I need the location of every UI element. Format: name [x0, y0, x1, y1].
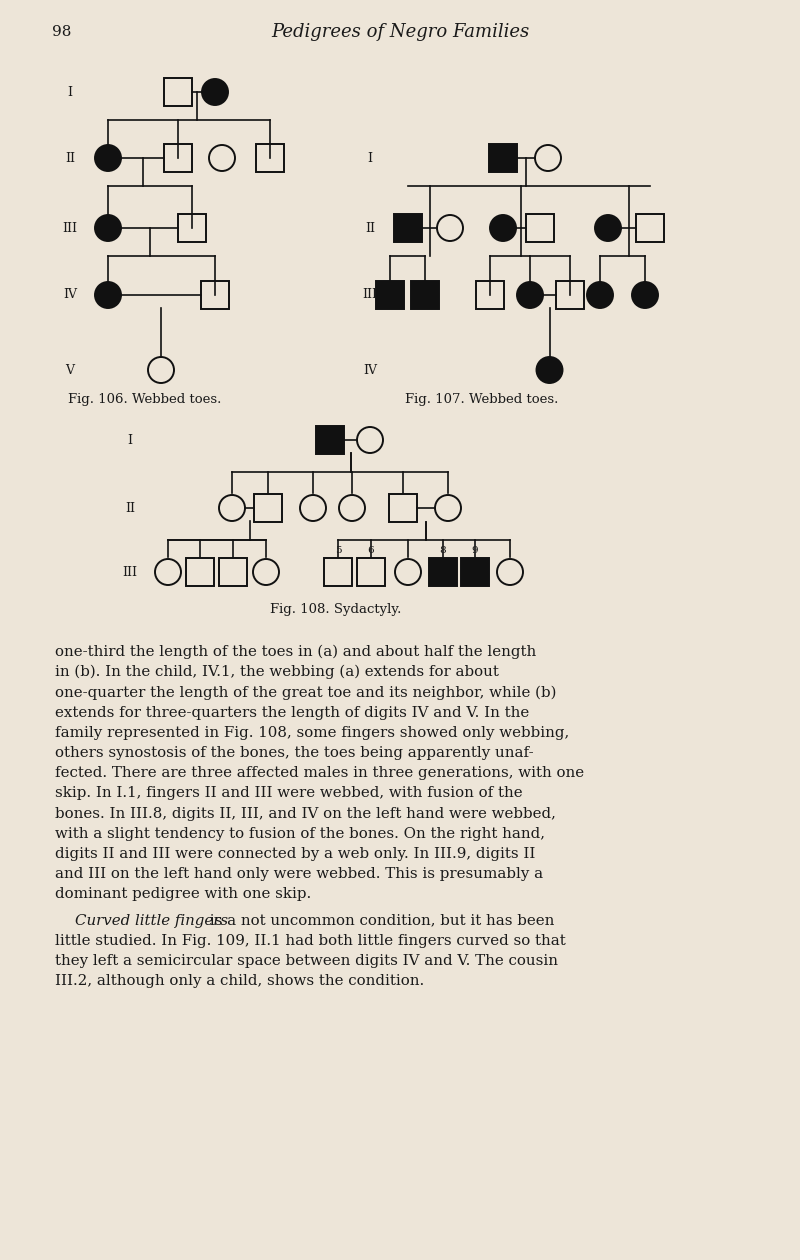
Circle shape	[219, 495, 245, 520]
Text: 9: 9	[472, 546, 478, 554]
Bar	[178, 214, 206, 242]
Text: III: III	[62, 222, 78, 234]
Bar	[201, 281, 229, 309]
Bar	[394, 214, 422, 242]
Text: IV: IV	[63, 289, 77, 301]
Text: fected. There are three affected males in three generations, with one: fected. There are three affected males i…	[55, 766, 584, 780]
Text: II: II	[65, 151, 75, 165]
Text: skip. In I.1, fingers II and III were webbed, with fusion of the: skip. In I.1, fingers II and III were we…	[55, 786, 522, 800]
Circle shape	[95, 145, 121, 171]
Circle shape	[595, 215, 621, 241]
Circle shape	[155, 559, 181, 585]
Text: V: V	[66, 363, 74, 377]
Bar	[526, 214, 554, 242]
Text: Pedigrees of Negro Families: Pedigrees of Negro Families	[271, 23, 529, 42]
Circle shape	[497, 559, 523, 585]
Circle shape	[587, 282, 613, 307]
Bar	[476, 281, 504, 309]
Circle shape	[632, 282, 658, 307]
Circle shape	[537, 357, 562, 383]
Bar	[556, 281, 584, 309]
Circle shape	[148, 357, 174, 383]
Bar	[316, 426, 344, 454]
Text: Fig. 107. Webbed toes.: Fig. 107. Webbed toes.	[405, 393, 558, 407]
Text: extends for three-quarters the length of digits IV and V. In the: extends for three-quarters the length of…	[55, 706, 530, 719]
Text: others synostosis of the bones, the toes being apparently unaf-: others synostosis of the bones, the toes…	[55, 746, 534, 760]
Circle shape	[339, 495, 365, 520]
Text: Fig. 106. Webbed toes.: Fig. 106. Webbed toes.	[68, 393, 222, 407]
Text: is a not uncommon condition, but it has been: is a not uncommon condition, but it has …	[205, 914, 554, 927]
Bar	[164, 144, 192, 173]
Circle shape	[490, 215, 516, 241]
Text: with a slight tendency to fusion of the bones. On the right hand,: with a slight tendency to fusion of the …	[55, 827, 545, 840]
Circle shape	[253, 559, 279, 585]
Text: dominant pedigree with one skip.: dominant pedigree with one skip.	[55, 887, 311, 901]
Text: 8: 8	[440, 546, 446, 554]
Text: II: II	[125, 501, 135, 514]
Circle shape	[517, 282, 543, 307]
Bar	[164, 78, 192, 106]
Text: III.2, although only a child, shows the condition.: III.2, although only a child, shows the …	[55, 974, 424, 988]
Bar	[324, 558, 352, 586]
Text: family represented in Fig. 108, some fingers showed only webbing,: family represented in Fig. 108, some fin…	[55, 726, 570, 740]
Text: they left a semicircular space between digits IV and V. The cousin: they left a semicircular space between d…	[55, 954, 558, 968]
Text: 6: 6	[368, 546, 374, 554]
Bar	[219, 558, 247, 586]
Bar	[489, 144, 517, 173]
Circle shape	[435, 495, 461, 520]
Text: and III on the left hand only were webbed. This is presumably a: and III on the left hand only were webbe…	[55, 867, 543, 881]
Bar	[256, 144, 284, 173]
Text: one-quarter the length of the great toe and its neighbor, while (b): one-quarter the length of the great toe …	[55, 685, 556, 699]
Text: 5: 5	[334, 546, 342, 554]
Circle shape	[357, 427, 383, 454]
Bar	[254, 494, 282, 522]
Text: I: I	[367, 151, 373, 165]
Circle shape	[535, 145, 561, 171]
Text: little studied. In Fig. 109, II.1 had both little fingers curved so that: little studied. In Fig. 109, II.1 had bo…	[55, 934, 566, 948]
Circle shape	[395, 559, 421, 585]
Text: 98: 98	[52, 25, 71, 39]
Circle shape	[300, 495, 326, 520]
Bar	[636, 214, 664, 242]
Text: in (b). In the child, IV.1, the webbing (a) extends for about: in (b). In the child, IV.1, the webbing …	[55, 665, 499, 679]
Text: IV: IV	[363, 363, 377, 377]
Bar	[376, 281, 404, 309]
Text: I: I	[67, 86, 73, 98]
Circle shape	[437, 215, 463, 241]
Text: Curved little fingers: Curved little fingers	[75, 914, 228, 927]
Bar	[429, 558, 457, 586]
Bar	[186, 558, 214, 586]
Bar	[411, 281, 439, 309]
Bar	[357, 558, 385, 586]
Text: III: III	[122, 566, 138, 578]
Text: bones. In III.8, digits II, III, and IV on the left hand were webbed,: bones. In III.8, digits II, III, and IV …	[55, 806, 556, 820]
Circle shape	[202, 79, 228, 105]
Bar	[461, 558, 489, 586]
Text: II: II	[365, 222, 375, 234]
Bar	[389, 494, 417, 522]
Circle shape	[95, 282, 121, 307]
Text: one-third the length of the toes in (a) and about half the length: one-third the length of the toes in (a) …	[55, 645, 536, 659]
Text: digits II and III were connected by a web only. In III.9, digits II: digits II and III were connected by a we…	[55, 847, 535, 861]
Circle shape	[95, 215, 121, 241]
Text: Fig. 108. Sydactyly.: Fig. 108. Sydactyly.	[270, 604, 402, 616]
Text: I: I	[127, 433, 133, 446]
Text: III: III	[362, 289, 378, 301]
Circle shape	[209, 145, 235, 171]
